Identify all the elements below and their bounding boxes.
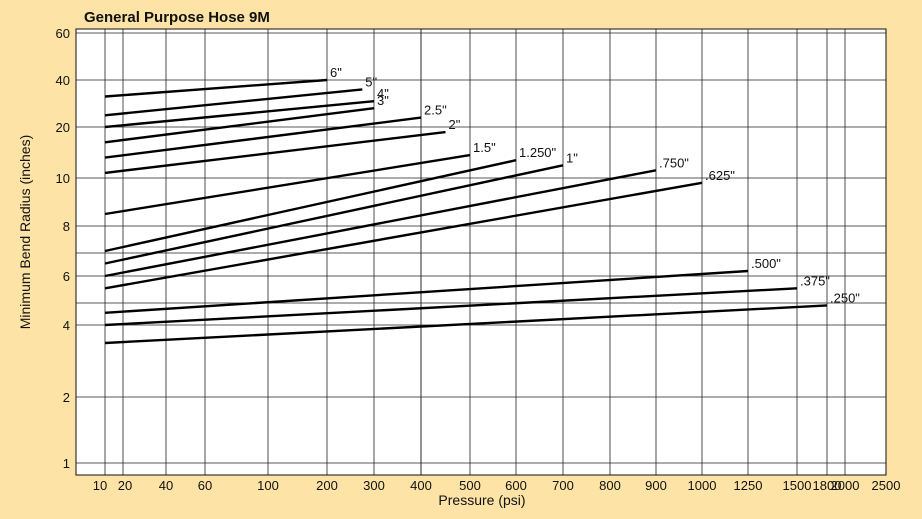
x-tick-label: 600 [505,478,527,493]
series-line [104,304,828,345]
series-line [104,153,471,216]
series-line [104,269,749,314]
plot-area [76,29,886,475]
x-tick-label: 1500 [783,478,812,493]
y-axis-title: Minimum Bend Radius (inches) [17,135,33,330]
x-tick-label: 500 [459,478,481,493]
series-label: 4" [377,86,389,101]
y-tick-label: 8 [63,219,70,234]
series-line [104,181,703,290]
series-line [104,159,517,253]
y-tick-label: 40 [56,73,70,88]
x-tick-label: 2000 [831,478,860,493]
series-line [104,100,375,129]
series-line [104,287,798,327]
chart-title: General Purpose Hose 9M [84,9,270,26]
series-label: .750" [659,155,689,170]
grid [76,29,887,475]
series-line [104,116,422,159]
y-tick-label: 10 [56,171,70,186]
series-label: 1.5" [473,140,496,155]
series-line [104,130,446,175]
x-tick-labels: 10 20 40 60 100 200 300 400 500 600 700 800 900 1000 1… [93,478,901,493]
series-lines: 6" 5"4"3" 2.5"2" 1.5" 1.250" 1" .750" .625" .500… [104,65,860,345]
y-tick-label: 1 [63,456,70,471]
x-tick-label: 2500 [872,478,901,493]
x-tick-label: 900 [645,478,667,493]
series-line [104,169,657,278]
series-label: 5" [365,74,377,89]
series-label: .625" [705,168,735,183]
series-label: 1.250" [519,145,557,160]
y-tick-label: 20 [56,120,70,135]
x-tick-label: 1250 [734,478,763,493]
series-line [104,107,375,144]
x-tick-label: 700 [552,478,574,493]
x-tick-label: 400 [410,478,432,493]
series-label: .500" [751,256,781,271]
x-tick-label: 1000 [688,478,717,493]
x-tick-label: 40 [159,478,173,493]
x-axis-title: Pressure (psi) [438,492,525,508]
series-label: 1" [566,150,578,165]
x-tick-label: 100 [257,478,279,493]
y-tick-label: 60 [56,26,70,41]
series-label: 3" [377,93,389,108]
y-tick-label: 6 [63,269,70,284]
series-line [104,164,564,265]
series-label: .375" [800,273,830,288]
x-tick-label: 800 [599,478,621,493]
x-tick-label: 20 [118,478,132,493]
y-tick-label: 4 [63,318,70,333]
series-label: .250" [830,290,860,305]
series-label: 2" [449,117,461,132]
series-line [104,88,363,117]
x-tick-label: 300 [363,478,385,493]
series-label: 2.5" [424,103,447,118]
series-label: 6" [330,65,342,80]
x-tick-label: 200 [316,478,338,493]
x-tick-label: 10 [93,478,107,493]
y-tick-label: 2 [63,390,70,405]
x-tick-label: 60 [198,478,212,493]
plot-border [75,28,887,476]
y-tick-labels: 1 2 4 6 8 10 20 40 60 [56,26,70,471]
x-tick-label: 1800 [813,478,842,493]
series-line [104,78,328,98]
